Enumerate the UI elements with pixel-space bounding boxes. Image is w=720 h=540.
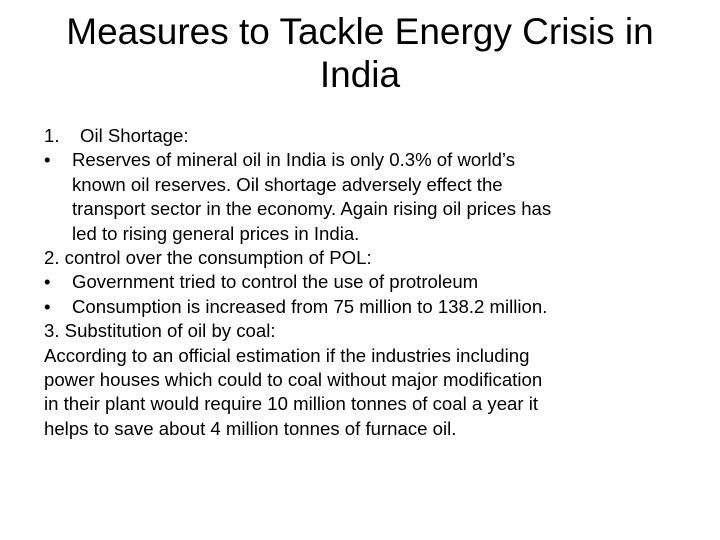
slide-body: 1. Oil Shortage: • Reserves of mineral oil… bbox=[44, 124, 694, 441]
paragraph-line: According to an official estimation if t… bbox=[44, 344, 530, 366]
slide-title: Measures to Tackle Energy Crisis in Indi… bbox=[20, 10, 700, 96]
bullet-text-line: led to rising general prices in India. bbox=[72, 222, 360, 244]
bullet-text-line: Consumption is increased from 75 million… bbox=[72, 295, 548, 317]
bullet-text-line: Reserves of mineral oil in India is only… bbox=[72, 149, 516, 171]
section-2-bullet: • Government tried to control the use of … bbox=[44, 270, 694, 294]
section-1-title: Oil Shortage: bbox=[80, 125, 189, 146]
paragraph-line: in their plant would require 10 million … bbox=[44, 393, 539, 415]
paragraph-line: power houses which could to coal without… bbox=[44, 369, 543, 391]
section-2-heading: 2. control over the consumption of POL: bbox=[44, 247, 372, 269]
section-1-number: 1. bbox=[44, 125, 60, 146]
title-line-2: India bbox=[319, 54, 401, 95]
bullet-icon: • bbox=[44, 149, 51, 171]
bullet-text-line: known oil reserves. Oil shortage adverse… bbox=[72, 173, 503, 195]
title-line-1: Measures to Tackle Energy Crisis in bbox=[66, 11, 654, 52]
section-2-bullet: • Consumption is increased from 75 millio… bbox=[44, 295, 694, 319]
section-1-bullet: • Reserves of mineral oil in India is onl… bbox=[44, 148, 694, 246]
bullet-text-line: Government tried to control the use of p… bbox=[72, 271, 479, 293]
section-3-heading: 3. Substitution of oil by coal: bbox=[44, 320, 276, 342]
section-3-paragraph: According to an official estimation if t… bbox=[44, 344, 694, 442]
paragraph-line: helps to save about 4 million tonnes of … bbox=[44, 417, 457, 439]
bullet-icon: • bbox=[44, 295, 51, 317]
section-1-heading: 1. Oil Shortage: bbox=[44, 124, 694, 148]
bullet-text-line: transport sector in the economy. Again r… bbox=[72, 198, 552, 220]
bullet-icon: • bbox=[44, 271, 51, 293]
